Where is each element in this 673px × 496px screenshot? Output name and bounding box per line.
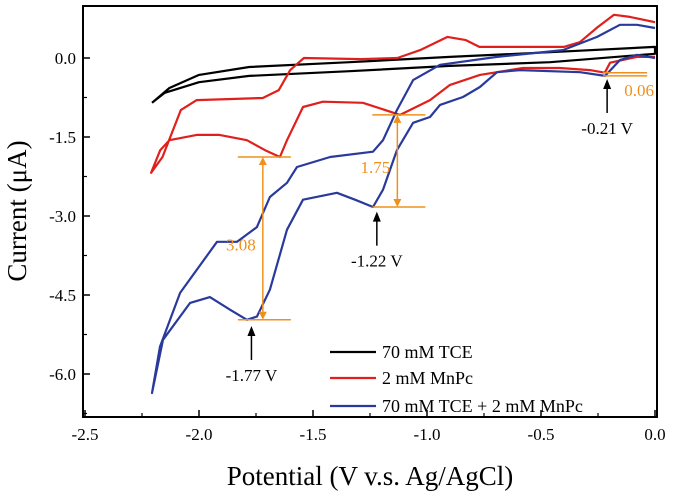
difference-label: 3.08 — [226, 235, 256, 254]
y-axis-label: Current (μA) — [2, 140, 32, 281]
x-tick-label: -1.5 — [300, 425, 327, 444]
peak-label: -1.22 V — [351, 252, 403, 271]
y-tick-label: -6.0 — [49, 365, 76, 384]
x-tick-label: -2.0 — [186, 425, 213, 444]
y-axis: 0.0 -1.5 -3.0 -4.5 -6.0 — [49, 49, 90, 415]
y-tick-label: -3.0 — [49, 207, 76, 226]
peak-arrowhead — [603, 78, 612, 89]
curves-layer — [150, 13, 657, 395]
difference-label: 1.75 — [360, 158, 390, 177]
peak-arrowhead — [247, 325, 256, 336]
y-tick-label: -1.5 — [49, 128, 76, 147]
difference-arrowhead — [258, 311, 267, 320]
difference-arrowhead — [258, 157, 267, 166]
legend-label: 70 mM TCE — [382, 342, 473, 362]
x-axis-label: Potential (V v.s. Ag/AgCl) — [227, 461, 514, 491]
peak-label: -0.21 V — [581, 119, 633, 138]
x-tick-label: -2.5 — [72, 425, 99, 444]
peak-arrowhead — [372, 211, 381, 222]
legend-label: 70 mM TCE + 2 mM MnPc — [382, 396, 583, 416]
annotations-layer: 0.06 1.75 3.08 -0.21 V -1.22 V -1.77 V — [226, 71, 654, 385]
difference-arrowhead — [393, 199, 402, 208]
x-tick-label: -0.5 — [528, 425, 555, 444]
series-line-1 — [150, 13, 656, 174]
y-tick-label: -4.5 — [49, 286, 76, 305]
x-tick-label: 0.0 — [644, 425, 665, 444]
series-line-0 — [151, 45, 657, 104]
plot-frame — [82, 5, 658, 418]
difference-arrowhead — [393, 114, 402, 123]
x-tick-label: -1.0 — [414, 425, 441, 444]
peak-label: -1.77 V — [226, 366, 278, 385]
legend-label: 2 mM MnPc — [382, 368, 473, 388]
difference-label: 0.06 — [624, 81, 654, 100]
x-axis: -2.5 -2.0 -1.5 -1.0 -0.5 0.0 — [72, 410, 666, 444]
legend: 70 mM TCE 2 mM MnPc 70 mM TCE + 2 mM MnPc — [330, 342, 583, 416]
y-tick-label: 0.0 — [55, 49, 76, 68]
series-line-2 — [150, 23, 656, 395]
